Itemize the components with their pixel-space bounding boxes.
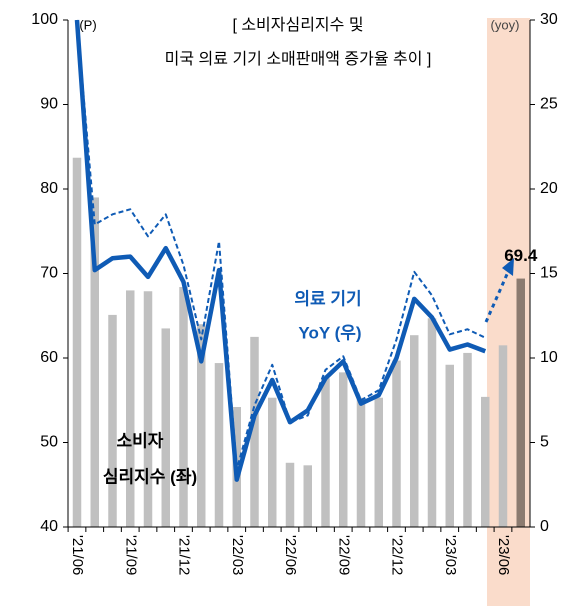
bar [356, 397, 366, 527]
bar [250, 336, 259, 527]
y-tick-label: 60 [40, 349, 58, 366]
bar [268, 397, 277, 527]
bar [108, 314, 117, 527]
annotation: 소비자 [117, 431, 164, 450]
y-tick-label: 70 [40, 265, 58, 282]
bar [90, 197, 99, 527]
bar [374, 397, 383, 527]
y-tick-label: 100 [31, 11, 58, 28]
y-tick-label: 50 [40, 434, 58, 451]
x-tick-label: '22/03 [229, 535, 246, 575]
bar [410, 335, 419, 527]
line [74, 19, 487, 482]
bar [161, 328, 170, 527]
y2-unit: (yoy) [491, 17, 520, 32]
title-line: [ 소비자심리지수 및 [232, 16, 363, 34]
y-tick-label: 40 [40, 518, 58, 535]
bar [126, 290, 135, 527]
annotation: YoY (우) [298, 323, 361, 342]
y-tick-label: 80 [40, 180, 58, 197]
y2-tick-label: 20 [540, 180, 558, 197]
y2-tick-label: 0 [540, 518, 549, 535]
bar [516, 278, 525, 527]
bar [392, 360, 401, 527]
bar [285, 462, 295, 527]
y-unit: (P) [79, 17, 96, 32]
bar [427, 318, 437, 527]
y2-tick-label: 25 [540, 96, 558, 113]
bar [321, 378, 330, 527]
bar [339, 372, 348, 527]
annotation: 의료 기기 [294, 289, 361, 308]
bar [445, 364, 454, 527]
y2-tick-label: 30 [540, 11, 558, 28]
annotation: 심리지수 (좌) [103, 467, 197, 486]
x-tick-label: '22/09 [335, 535, 352, 575]
x-tick-label: '21/12 [176, 535, 193, 575]
y2-tick-label: 10 [540, 349, 558, 366]
x-tick-label: '23/06 [495, 535, 512, 575]
bar [481, 396, 490, 527]
arrow [484, 271, 510, 323]
x-tick-label: '23/03 [442, 535, 459, 575]
x-tick-label: '22/06 [282, 535, 299, 575]
data-label: 69.4 [504, 246, 538, 265]
bar [143, 291, 153, 527]
bar [214, 363, 224, 527]
bar [72, 157, 82, 528]
arrow-head [502, 258, 514, 276]
bar [179, 287, 188, 527]
x-tick-label: '21/09 [122, 535, 139, 575]
y2-tick-label: 5 [540, 434, 549, 451]
x-tick-label: '21/06 [69, 535, 86, 575]
dashed-line [76, 19, 486, 471]
bar [498, 345, 508, 527]
y2-tick-label: 15 [540, 265, 558, 282]
bar [463, 352, 472, 527]
x-tick-label: '22/12 [389, 535, 406, 575]
bar [303, 465, 312, 527]
bar [197, 324, 206, 527]
title-line: 미국 의료 기기 소매판매액 증가율 추이 ] [165, 50, 432, 68]
y-tick-label: 90 [40, 96, 58, 113]
